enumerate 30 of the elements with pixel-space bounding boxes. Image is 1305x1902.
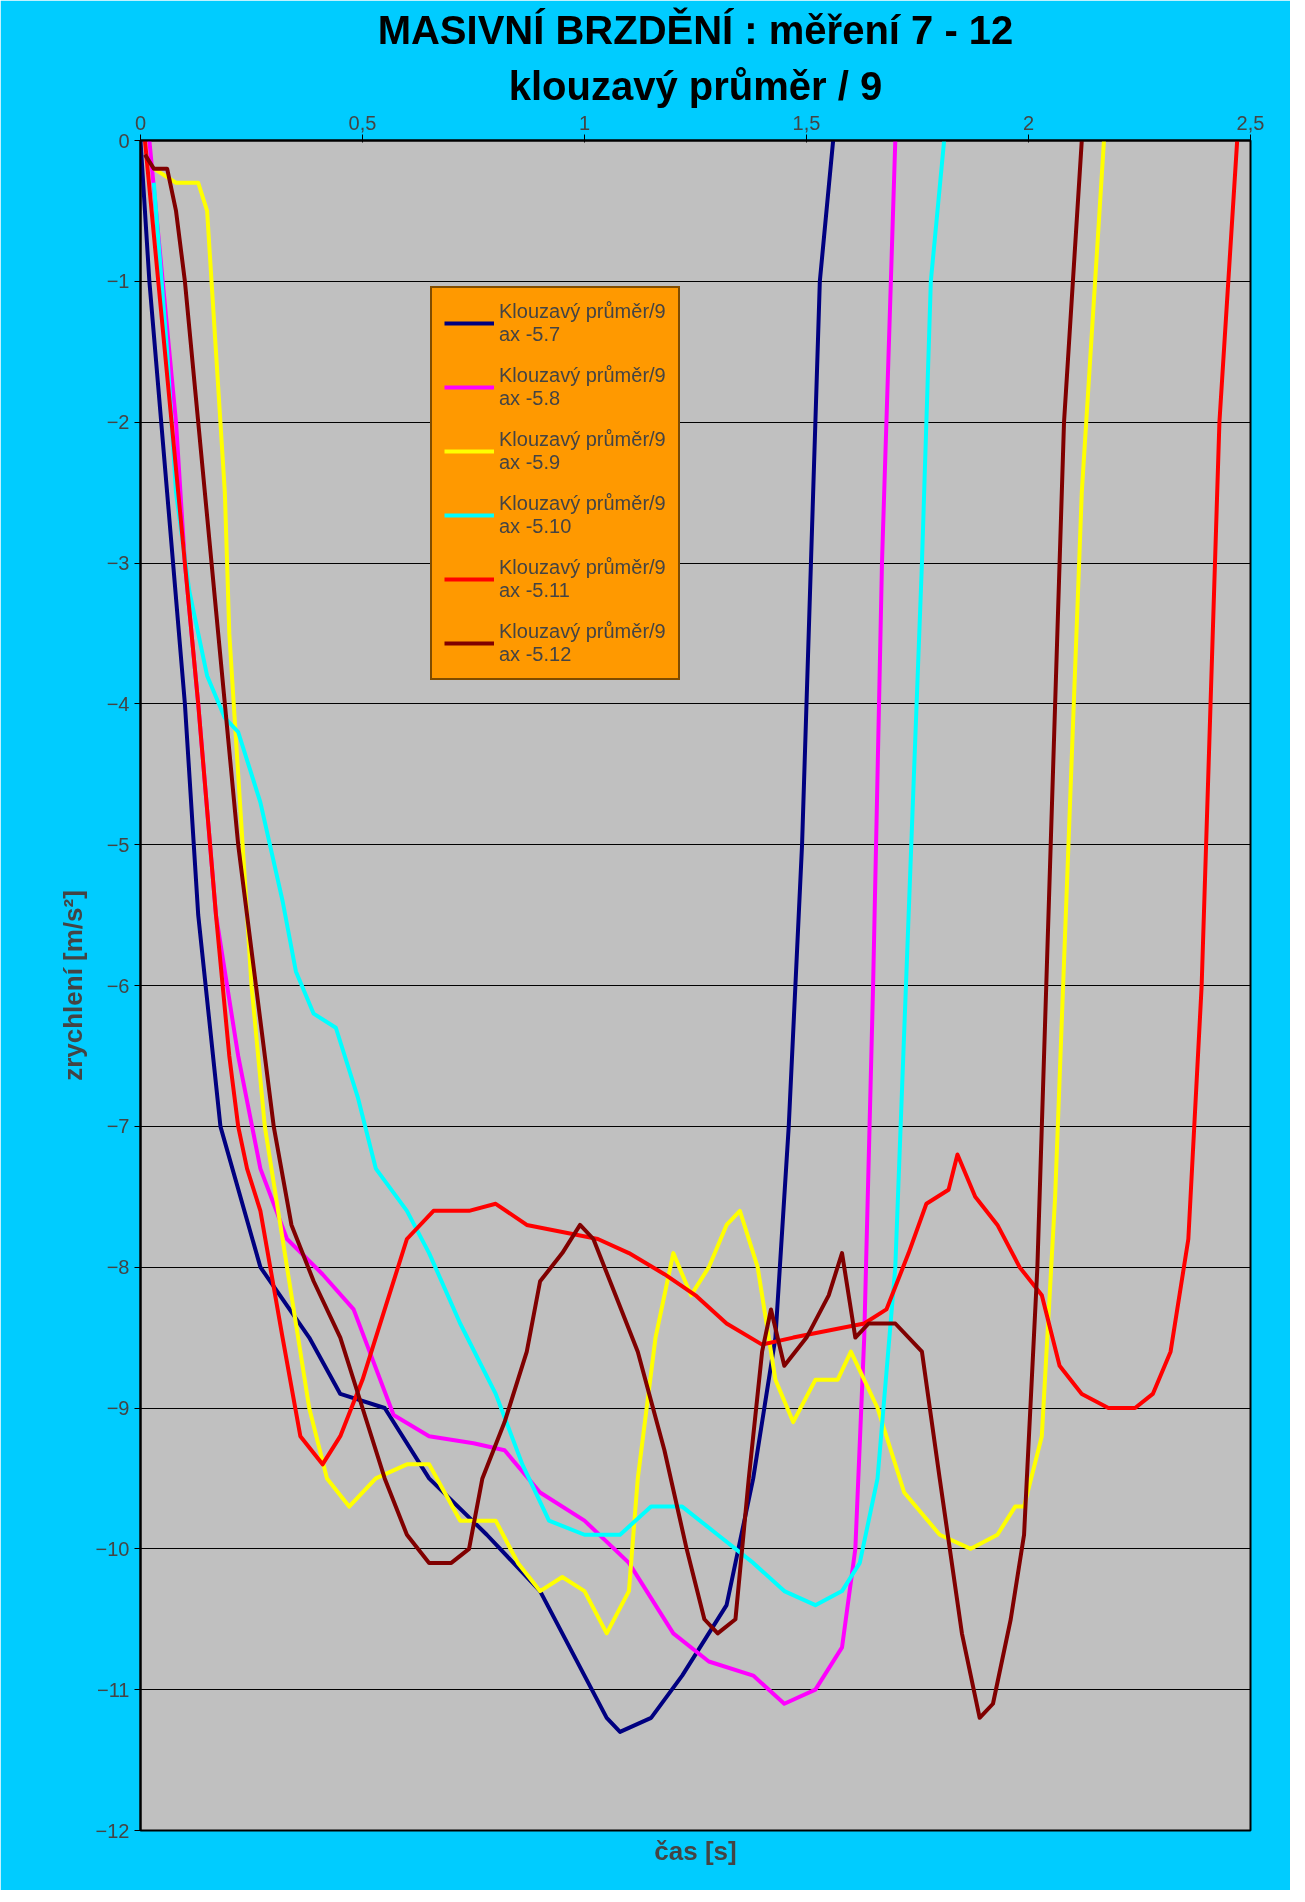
y-tick-label: −1 — [106, 270, 130, 293]
legend-label: Klouzavý průměr/9 ax -5.11 — [499, 556, 666, 602]
y-tick-label: −8 — [106, 1256, 130, 1279]
x-tick-label: 1,5 — [792, 111, 821, 134]
y-tick-label: 0 — [118, 129, 130, 152]
legend-label: Klouzavý průměr/9 ax -5.10 — [499, 492, 666, 538]
y-tick-label: −4 — [106, 692, 130, 715]
y-tick-label: −2 — [106, 411, 130, 434]
chart-subtitle: klouzavý průměr / 9 — [508, 63, 883, 108]
y-axis-title: zrychlení [m/s²] — [57, 890, 88, 1081]
y-tick-label: −12 — [95, 1819, 130, 1842]
legend-label: Klouzavý průměr/9 ax -5.9 — [499, 428, 666, 474]
line-series — [142, 140, 1240, 1467]
x-tick-label: 2,5 — [1236, 111, 1265, 134]
x-tick-label: 2 — [1022, 111, 1035, 134]
y-tick-label: −10 — [95, 1537, 130, 1560]
x-axis-title: čas [s] — [654, 1835, 737, 1866]
x-tick-label: 0 — [134, 111, 147, 134]
y-tick-label: −9 — [106, 1397, 130, 1419]
legend-label: Klouzavý průměr/9 ax -5.12 — [499, 620, 666, 666]
y-tick-label: −3 — [106, 552, 130, 574]
legend-label: Klouzavý průměr/9 ax -5.7 — [499, 300, 666, 346]
y-tick-label: −11 — [97, 1678, 130, 1701]
x-tick-label: 0,5 — [348, 111, 377, 134]
y-tick-label: −6 — [106, 974, 130, 997]
chart-title: MASIVNÍ BRZDĚNÍ : měření 7 - 12 — [377, 6, 1014, 52]
x-tick-label: 1 — [578, 111, 591, 134]
legend-label: Klouzavý průměr/9 ax -5.8 — [499, 364, 666, 410]
y-tick-label: −7 — [106, 1115, 130, 1138]
y-tick-label: −5 — [106, 833, 130, 856]
